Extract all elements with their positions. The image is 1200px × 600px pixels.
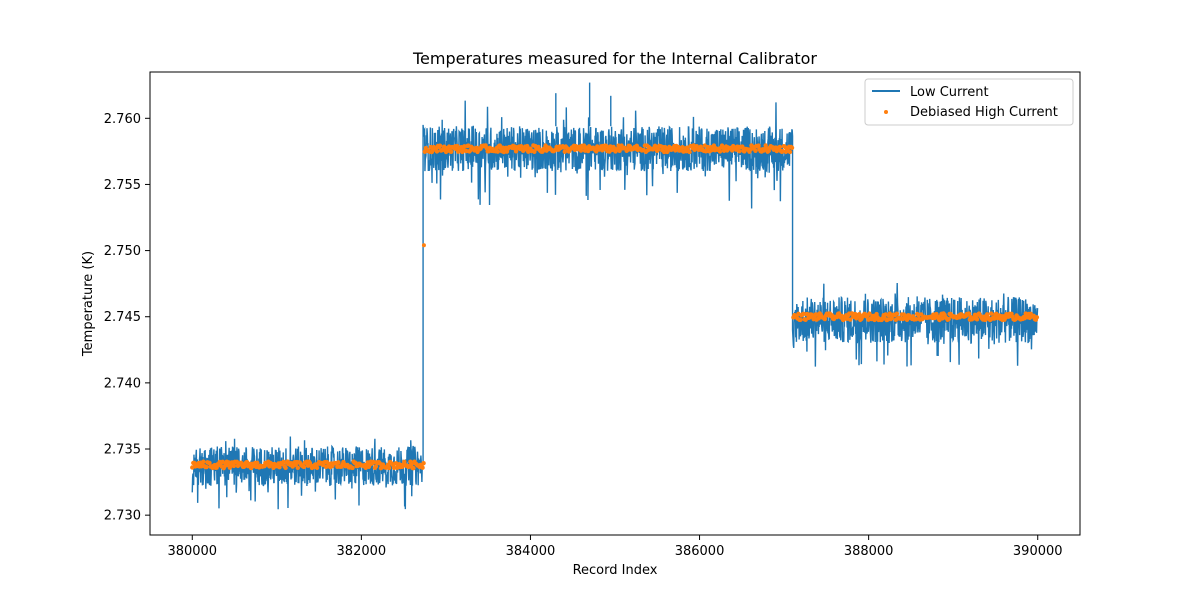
data-point — [386, 465, 392, 471]
legend: Low Current Debiased High Current — [864, 78, 1074, 126]
series-low-current-line — [191, 100, 1039, 510]
data-point — [989, 311, 994, 316]
x-axis-title: Record Index — [573, 563, 658, 578]
data-point — [966, 311, 972, 316]
data-point — [204, 464, 209, 470]
y-axis: 2.730 2.735 2.740 2.745 2.750 2.755 2.760 — [104, 112, 150, 524]
y-tick-label: 2.750 — [104, 244, 141, 259]
x-tick-label: 390000 — [1013, 544, 1063, 559]
data-point — [525, 143, 530, 149]
data-point — [226, 460, 231, 465]
axes-frame — [149, 71, 1081, 536]
data-point — [717, 149, 723, 154]
data-point — [199, 464, 204, 469]
legend-label-low-current: Low Current — [910, 85, 989, 100]
data-point — [518, 143, 524, 149]
y-tick-label: 2.760 — [104, 112, 141, 127]
data-point — [228, 463, 234, 469]
data-point — [872, 317, 877, 323]
y-tick-label: 2.745 — [104, 310, 141, 325]
y-tick-label: 2.730 — [104, 509, 141, 524]
x-tick-label: 388000 — [844, 544, 894, 559]
plot-area — [190, 82, 1040, 510]
data-point — [787, 149, 793, 155]
x-tick-label: 380000 — [167, 544, 217, 559]
data-point — [455, 143, 460, 149]
data-point — [857, 312, 862, 317]
x-tick-label: 386000 — [675, 544, 725, 559]
data-point — [495, 149, 501, 154]
data-point — [336, 460, 341, 465]
data-point — [756, 143, 761, 148]
data-point — [798, 317, 803, 323]
data-point — [1034, 315, 1040, 320]
data-point — [777, 144, 783, 150]
data-point — [314, 465, 320, 471]
y-tick-label: 2.755 — [104, 178, 141, 193]
data-point — [655, 147, 661, 152]
data-point — [421, 460, 426, 466]
data-point — [350, 465, 355, 471]
data-point — [562, 149, 567, 154]
y-axis-title: Temperature (K) — [81, 251, 96, 357]
data-point — [753, 148, 758, 154]
data-point — [373, 464, 379, 469]
chart-title: Temperatures measured for the Internal C… — [412, 49, 817, 68]
x-tick-label: 384000 — [506, 544, 556, 559]
data-point — [411, 465, 416, 471]
data-point — [737, 148, 742, 154]
data-point — [420, 465, 425, 470]
x-axis: 380000 382000 384000 386000 388000 390000 — [167, 535, 1063, 559]
data-point — [231, 463, 237, 469]
legend-box — [864, 78, 1074, 126]
data-point — [946, 316, 951, 322]
data-point-outlier — [421, 243, 426, 248]
data-point — [740, 144, 745, 149]
data-point — [295, 465, 300, 471]
y-tick-label: 2.740 — [104, 376, 141, 391]
data-point — [409, 462, 414, 467]
data-point — [255, 460, 260, 466]
data-point — [919, 312, 924, 317]
data-point — [974, 317, 980, 322]
data-point — [894, 311, 900, 316]
data-point — [437, 143, 443, 148]
data-point — [578, 148, 584, 153]
data-point — [301, 464, 307, 470]
data-point — [687, 149, 692, 155]
data-point — [201, 459, 206, 464]
x-tick-label: 382000 — [337, 544, 387, 559]
data-point — [822, 316, 828, 322]
data-point — [434, 149, 440, 154]
data-point — [532, 149, 537, 155]
data-point — [867, 311, 872, 316]
legend-dot-swatch — [884, 110, 888, 114]
data-point — [207, 460, 212, 466]
data-point — [448, 149, 454, 154]
data-point — [283, 465, 288, 471]
data-point — [277, 465, 282, 470]
data-point — [585, 148, 591, 154]
series-debiased-high-current-points — [190, 143, 1040, 471]
data-point — [789, 145, 795, 150]
data-point — [604, 143, 609, 149]
data-point — [848, 317, 853, 322]
legend-label-debiased-high-current: Debiased High Current — [910, 105, 1058, 120]
data-point — [428, 144, 434, 150]
y-tick-label: 2.735 — [104, 443, 141, 458]
